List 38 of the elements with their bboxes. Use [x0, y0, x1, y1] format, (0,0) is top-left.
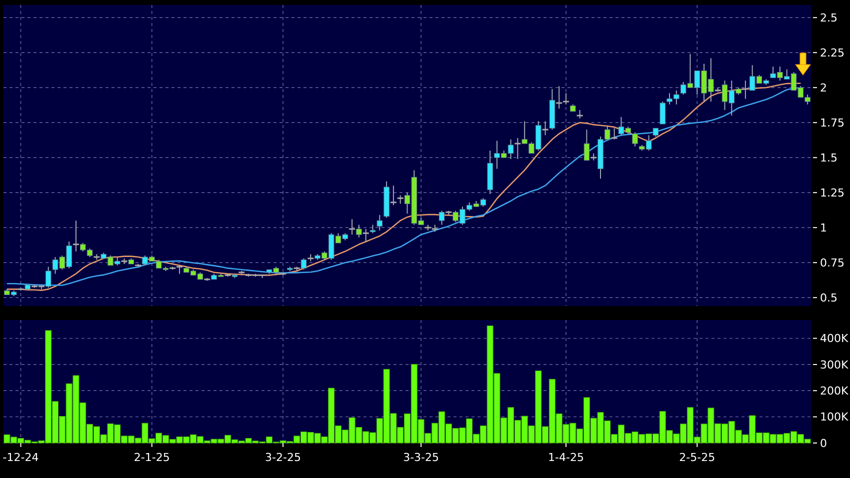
y-tick-label: 2	[820, 81, 827, 94]
y-tick-label: 1.25	[820, 186, 844, 200]
y-tick-label: 100K	[820, 410, 849, 424]
candlestick	[584, 129, 590, 161]
y-tick-label: 2.5	[820, 11, 838, 24]
y-tick-label: 0.75	[820, 256, 844, 270]
y-tick-label: 0.5	[820, 291, 838, 304]
y-tick-label: 200K	[820, 384, 849, 398]
y-tick-label: 300K	[820, 358, 849, 372]
y-tick-label: 1.5	[820, 151, 838, 164]
x-tick-label: 2-1-25	[134, 451, 170, 464]
candlestick	[632, 132, 638, 147]
x-tick-label: -12-24	[2, 451, 39, 464]
candlestick	[300, 258, 307, 270]
x-tick-label: 3-3-25	[403, 451, 440, 464]
candlestick	[555, 86, 563, 110]
candlestick	[356, 224, 362, 238]
x-tick-label: 3-2-25	[265, 451, 301, 464]
y-tick-label: 2.25	[820, 46, 844, 60]
candlestick	[610, 128, 618, 140]
candlestick	[742, 80, 750, 100]
candlestick	[660, 101, 666, 124]
y-tick-label: 1	[820, 221, 827, 234]
candlestick	[46, 266, 52, 288]
candlestick	[390, 185, 398, 206]
candlestick	[514, 138, 522, 160]
y-tick-label: 0	[820, 436, 827, 450]
x-tick-label: 1-4-25	[548, 451, 584, 464]
candlestick	[348, 218, 356, 236]
y-tick-label: 400K	[820, 332, 849, 346]
candlestick	[362, 228, 370, 242]
candlestick	[438, 210, 445, 226]
y-tick-label: 1.75	[820, 116, 844, 130]
candlestick	[72, 220, 80, 252]
candlestick	[542, 120, 550, 136]
x-tick-label: 2-5-25	[679, 451, 716, 464]
candlestick	[562, 92, 570, 105]
candlestick	[376, 214, 382, 231]
